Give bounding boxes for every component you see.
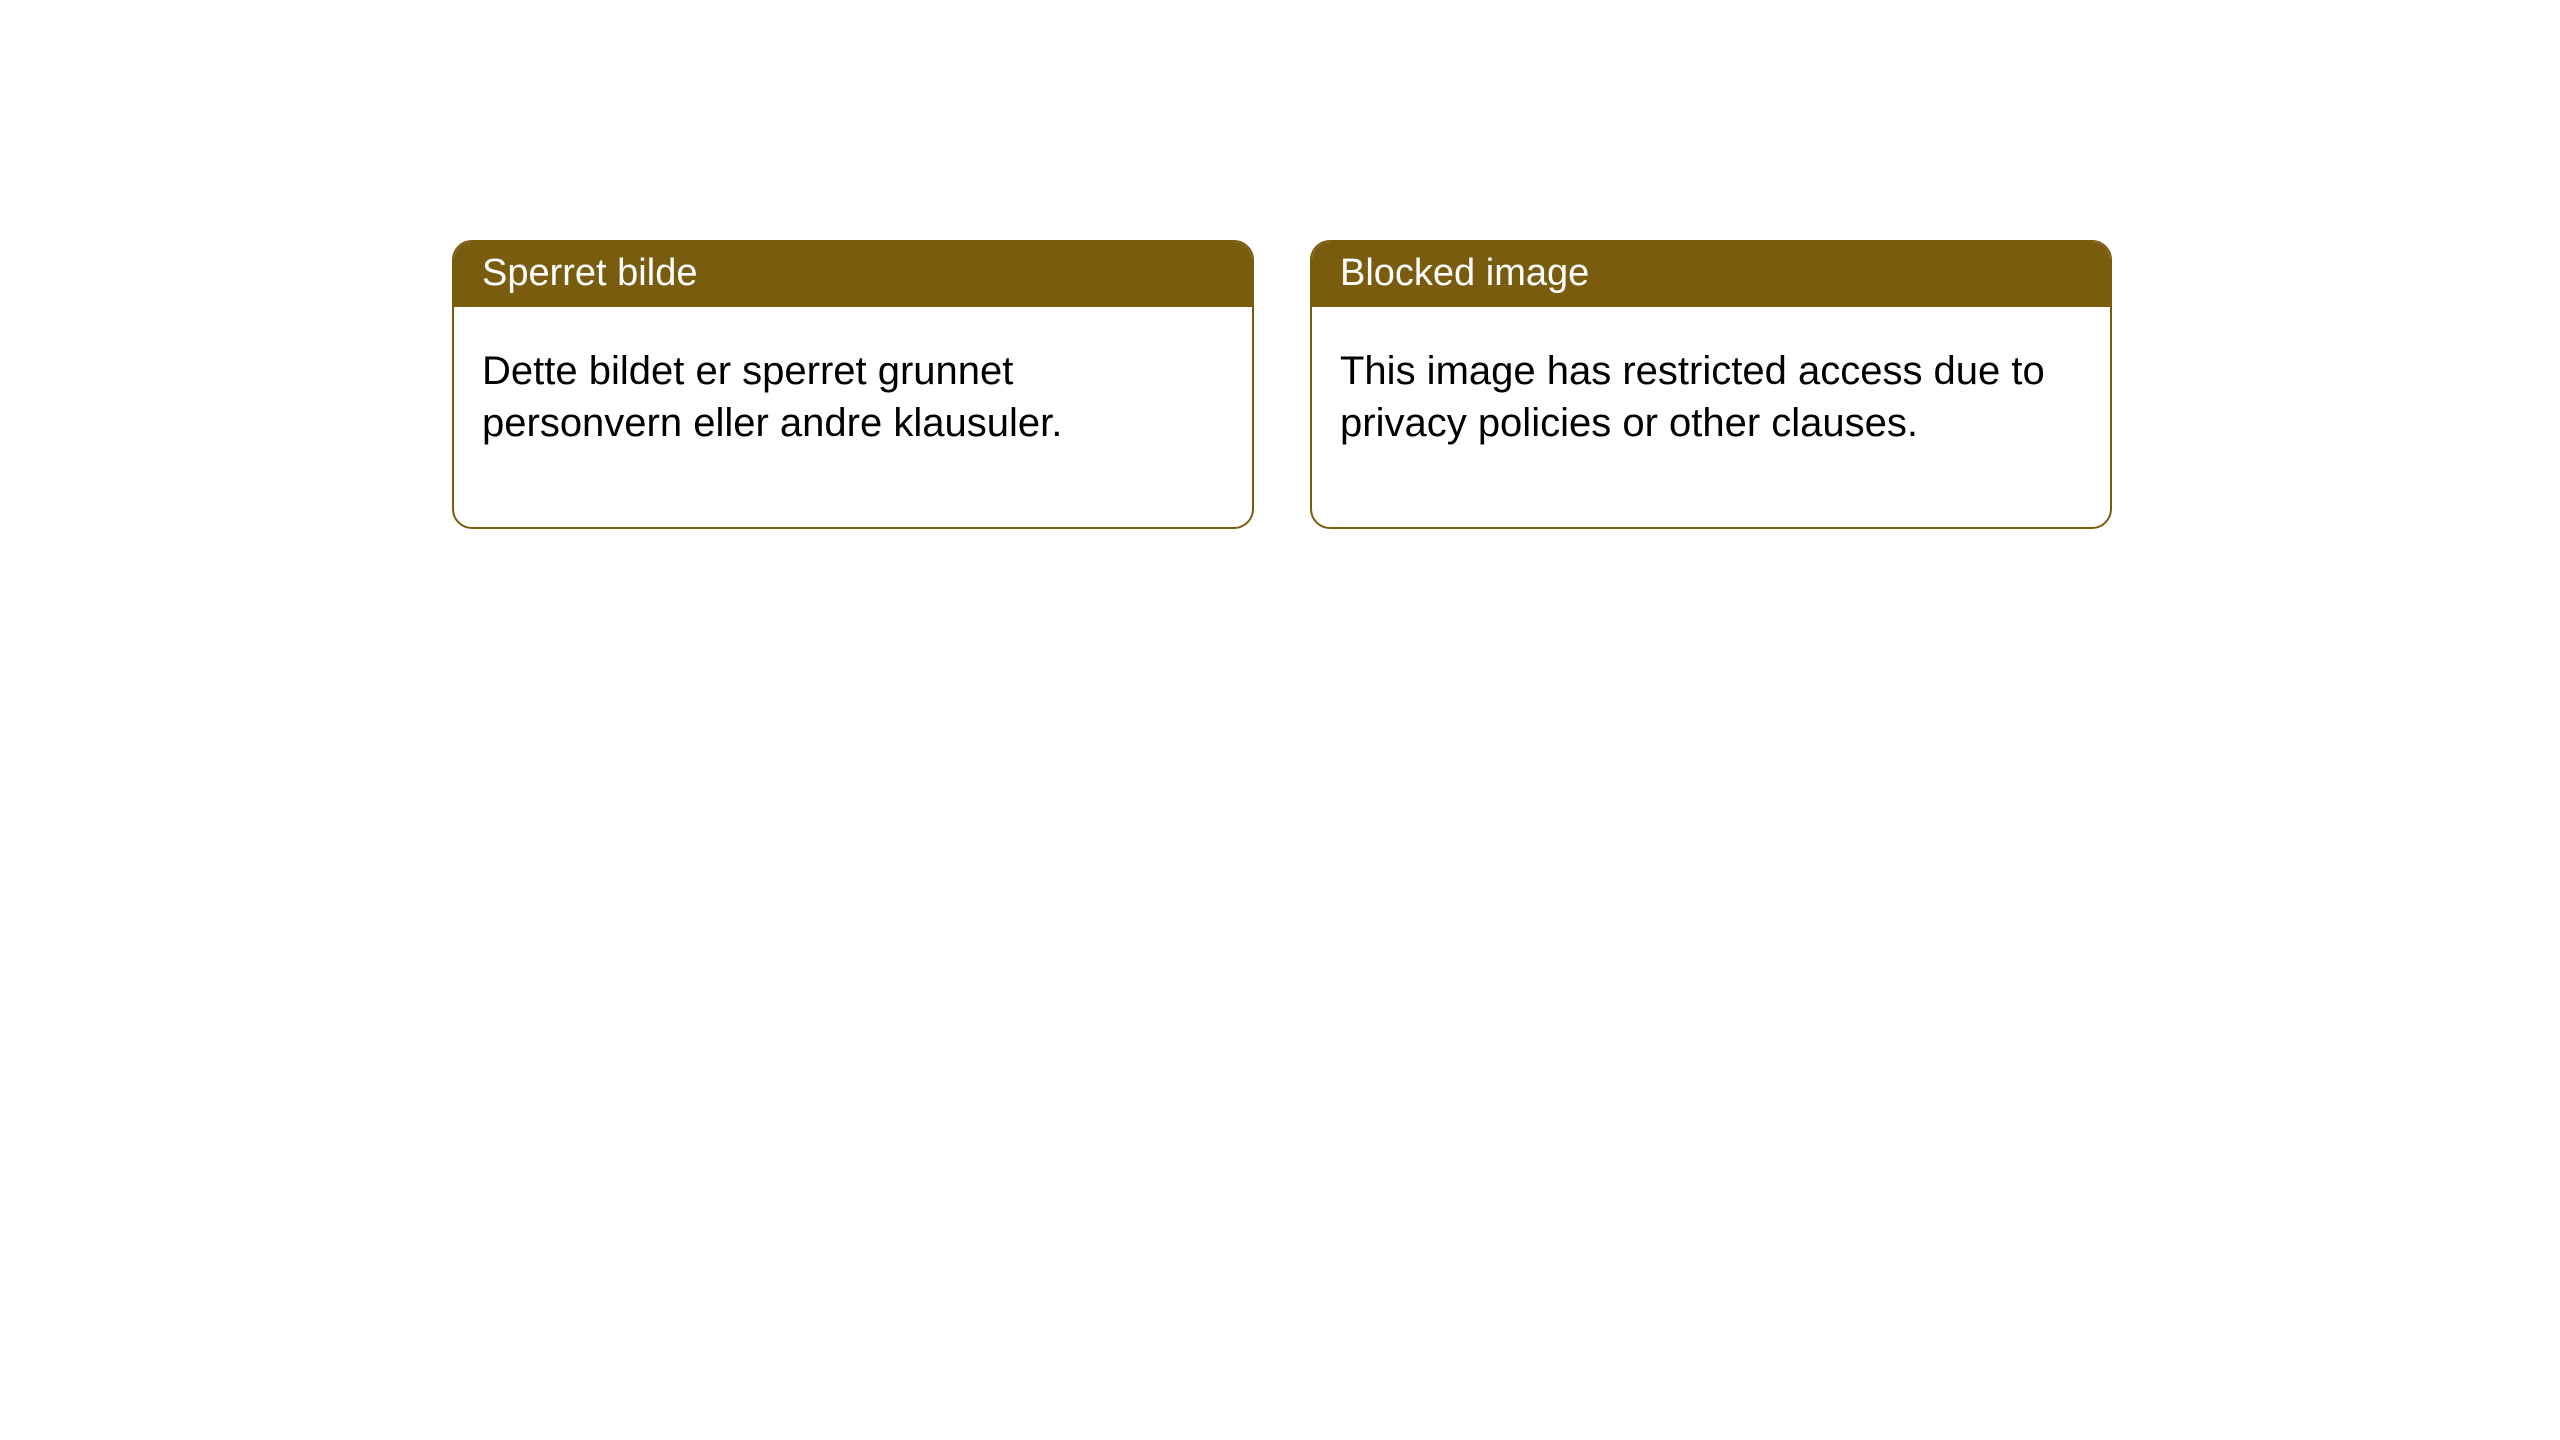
notice-container: Sperret bilde Dette bildet er sperret gr… bbox=[0, 0, 2560, 529]
blocked-image-card-en: Blocked image This image has restricted … bbox=[1310, 240, 2112, 529]
card-body-no: Dette bildet er sperret grunnet personve… bbox=[454, 307, 1252, 527]
card-header-no: Sperret bilde bbox=[454, 242, 1252, 307]
card-body-text-no: Dette bildet er sperret grunnet personve… bbox=[482, 349, 1062, 445]
card-body-en: This image has restricted access due to … bbox=[1312, 307, 2110, 527]
card-title-no: Sperret bilde bbox=[482, 252, 697, 294]
blocked-image-card-no: Sperret bilde Dette bildet er sperret gr… bbox=[452, 240, 1254, 529]
card-header-en: Blocked image bbox=[1312, 242, 2110, 307]
card-title-en: Blocked image bbox=[1340, 252, 1589, 294]
card-body-text-en: This image has restricted access due to … bbox=[1340, 349, 2045, 445]
